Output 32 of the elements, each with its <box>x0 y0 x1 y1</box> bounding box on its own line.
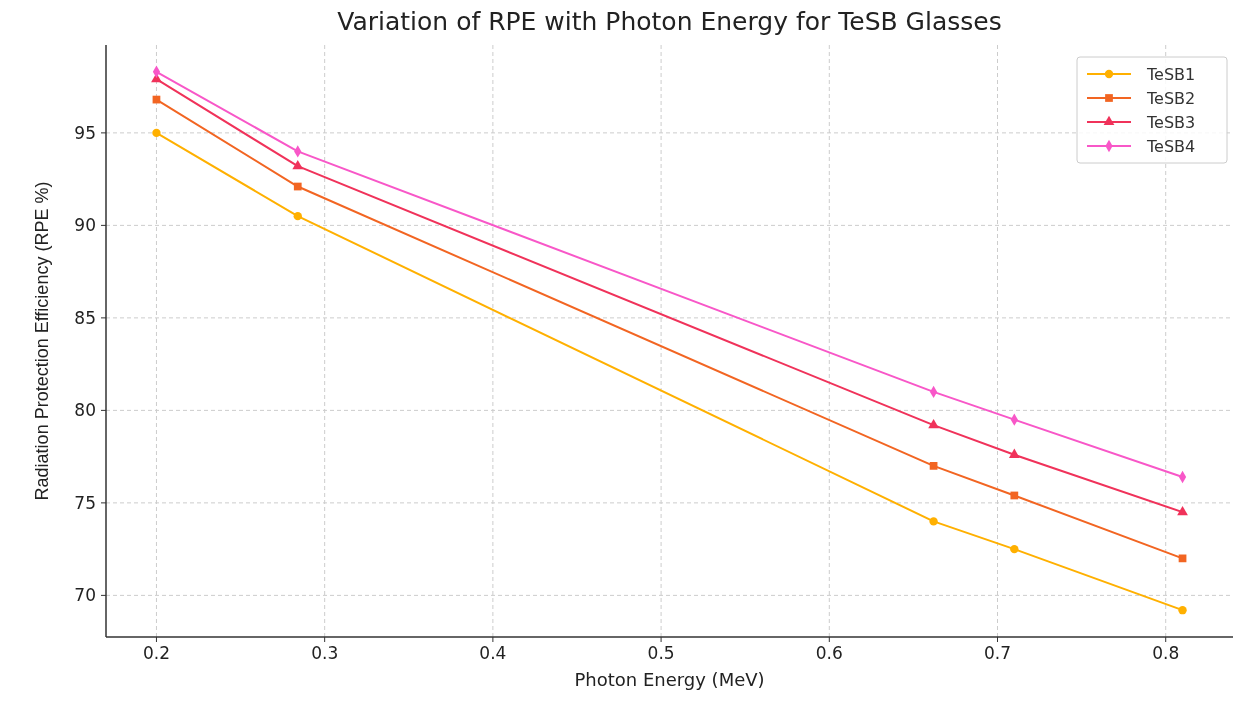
legend-label: TeSB3 <box>1146 112 1196 132</box>
x-tick-label: 0.2 <box>142 643 170 663</box>
x-tick-label: 0.8 <box>1152 643 1180 663</box>
x-tick-label: 0.5 <box>647 643 675 663</box>
y-tick-label: 80 <box>74 400 96 421</box>
point <box>929 462 938 470</box>
legend-label: TeSB4 <box>1146 136 1196 156</box>
x-tick-label: 0.6 <box>815 643 843 663</box>
x-tick-label: 0.3 <box>311 643 339 663</box>
x-tick-label: 0.7 <box>983 643 1012 663</box>
point <box>1010 491 1019 500</box>
legend-label: TeSB2 <box>1146 88 1196 108</box>
point <box>152 128 161 138</box>
point <box>1010 544 1019 554</box>
point <box>929 517 938 526</box>
point <box>1177 505 1188 516</box>
y-axis-title: Radiation Protection Efficiency (RPE %) <box>32 181 52 501</box>
y-tick-label: 75 <box>74 492 96 513</box>
point <box>928 418 939 429</box>
x-axis-title: Photon Energy (MeV) <box>574 669 765 690</box>
y-tick-label: 95 <box>74 122 96 143</box>
point <box>1178 606 1187 615</box>
y-tick-label: 70 <box>74 585 96 606</box>
x-tick-label: 0.4 <box>479 643 507 663</box>
point <box>292 159 304 170</box>
y-tick-label: 85 <box>74 307 96 328</box>
y-tick-label: 90 <box>74 215 96 236</box>
point <box>293 211 302 221</box>
point <box>293 182 302 191</box>
point <box>1008 448 1020 458</box>
legend-label: TeSB1 <box>1146 64 1196 84</box>
chart-title: Variation of RPE with Photon Energy for TeSB Glasses <box>337 7 1002 36</box>
